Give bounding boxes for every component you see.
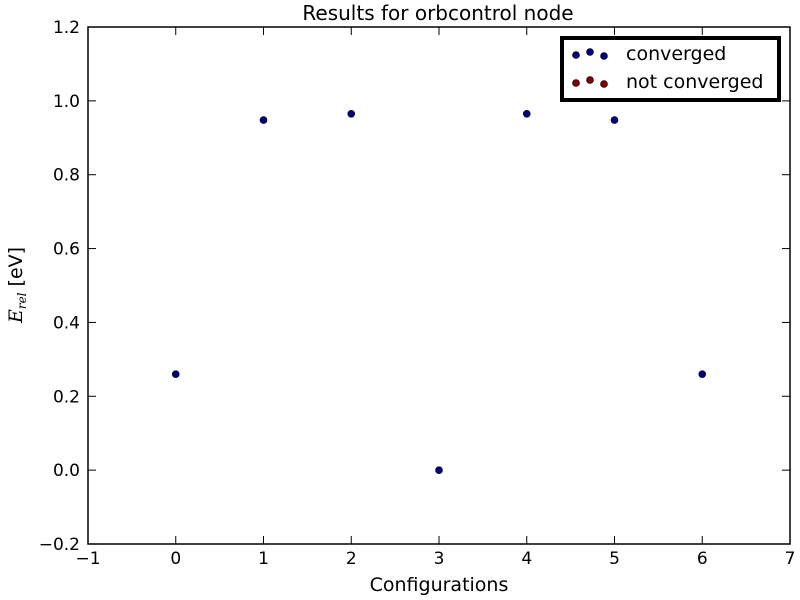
legend-box [560,36,781,102]
legend-marker-not-converged [586,76,594,84]
data-point-converged [522,109,531,118]
legend-marker-not-converged [572,79,580,87]
y-tick-label: 0.4 [53,313,80,333]
x-tick-label: −1 [75,549,100,569]
x-axis-title: Configurations [370,574,509,596]
x-tick-label: 4 [521,549,532,569]
y-axis-subscript: rel [15,292,29,309]
legend-marker-converged [586,48,594,56]
legend-marker-converged [572,51,580,59]
legend: converged not converged [560,36,781,102]
y-tick-label: 0.0 [53,461,80,481]
y-axis-title: Erel [eV] [5,247,29,324]
legend-label-converged: converged [626,43,726,65]
y-axis-unit: [eV] [5,247,27,287]
y-axis-ticks [88,26,790,545]
data-point-converged [698,370,707,378]
y-tick-label: 0.2 [53,387,80,407]
y-tick-label: 1.0 [53,92,80,112]
x-axis-tick-labels: −1 0 1 2 3 4 5 6 7 [75,549,795,569]
legend-label-not-converged: not converged [626,71,764,93]
legend-marker-not-converged [600,80,608,88]
data-point-converged [610,116,619,124]
data-point-converged [171,370,180,378]
data-points [171,109,707,474]
y-tick-label: 0.8 [53,166,80,186]
chart-title: Results for orbcontrol node [302,1,573,25]
x-tick-label: 5 [609,549,620,569]
data-point-converged [259,116,268,124]
y-axis-tick-labels: −0.2 0.0 0.2 0.4 0.6 0.8 1.0 1.2 [39,18,80,555]
x-tick-label: 3 [434,549,445,569]
y-tick-label: 0.6 [53,240,80,260]
y-tick-label: 1.2 [53,18,80,38]
y-tick-label: −0.2 [39,535,80,555]
x-tick-label: 2 [346,549,357,569]
x-axis-ticks [87,27,791,544]
x-tick-label: 0 [170,549,181,569]
x-tick-label: 6 [697,549,708,569]
legend-marker-converged [600,52,608,60]
y-axis-symbol: E [5,309,27,324]
x-tick-label: 7 [785,549,796,569]
x-tick-label: 1 [258,549,269,569]
data-point-converged [435,466,443,474]
data-point-converged [347,109,356,118]
